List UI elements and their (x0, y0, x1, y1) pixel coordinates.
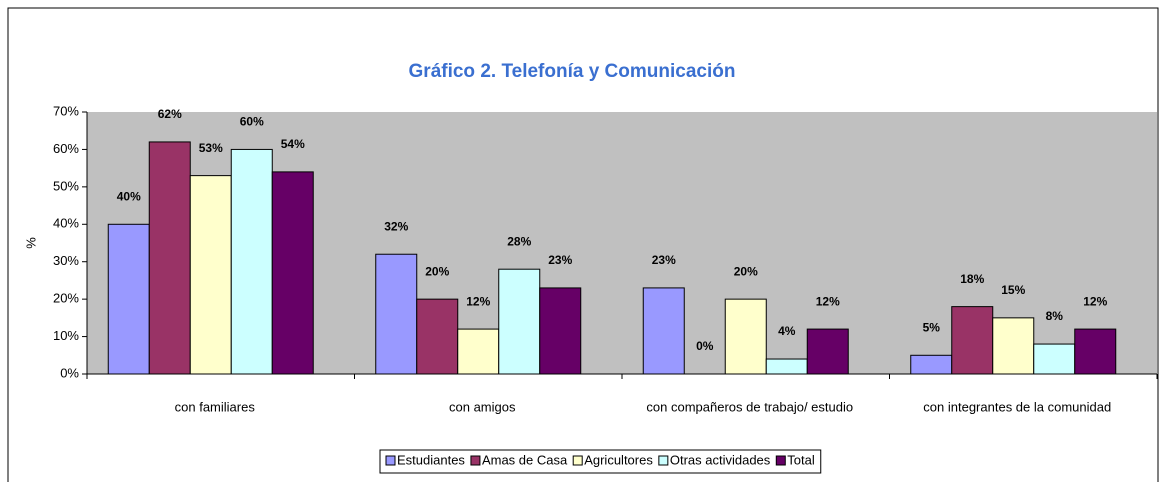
value-label: 4% (778, 324, 796, 338)
bar (951, 306, 994, 375)
legend-swatch (385, 455, 396, 466)
value-label: 23% (652, 253, 676, 267)
bar (642, 287, 685, 375)
value-label: 18% (960, 272, 984, 286)
bar (107, 223, 150, 375)
value-label: 5% (923, 320, 941, 334)
value-label: 8% (1046, 309, 1064, 323)
y-tick-label: 0% (60, 365, 79, 380)
bar (910, 354, 953, 375)
value-label: 28% (507, 234, 531, 248)
bar (271, 171, 314, 375)
bar (1033, 343, 1076, 375)
bar (724, 298, 767, 375)
legend-swatch (658, 455, 669, 466)
value-label: 53% (199, 141, 223, 155)
value-label: 12% (1083, 294, 1107, 308)
legend-swatch (572, 455, 583, 466)
y-tick-label: 40% (53, 216, 79, 231)
y-tick-label: 60% (53, 141, 79, 156)
value-label: 12% (816, 294, 840, 308)
value-label: 62% (158, 107, 182, 121)
legend-swatch (775, 455, 786, 466)
bar (1074, 328, 1117, 375)
y-tick-label: 10% (53, 328, 79, 343)
value-label: 32% (384, 219, 408, 233)
y-tick-label: 30% (53, 253, 79, 268)
bar (457, 328, 500, 375)
x-tick-label: con integrantes de la comunidad (923, 399, 1111, 414)
legend-swatch (470, 455, 481, 466)
bar (539, 287, 582, 375)
bar (765, 358, 808, 375)
bar (148, 141, 191, 375)
value-label: 40% (117, 189, 141, 203)
legend-label: Agricultores (584, 452, 653, 467)
bar (375, 253, 418, 375)
value-label: 60% (240, 115, 264, 129)
legend-label: Amas de Casa (482, 452, 568, 467)
legend-label: Total (787, 452, 815, 467)
chart-title: Gráfico 2. Telefonía y Comunicación (409, 61, 736, 82)
bar (992, 317, 1035, 375)
value-label: 0% (696, 339, 714, 353)
legend-box (379, 449, 822, 474)
bar (230, 148, 273, 375)
value-label: 20% (425, 264, 449, 278)
value-label: 23% (548, 253, 572, 267)
x-tick-label: con familiares (175, 399, 256, 414)
x-tick-label: con amigos (449, 399, 516, 414)
bar (189, 175, 232, 375)
bar (498, 268, 541, 375)
bar (806, 328, 849, 375)
y-tick-label: 50% (53, 178, 79, 193)
value-label: 12% (466, 294, 490, 308)
x-tick-label: con compañeros de trabajo/ estudio (646, 399, 853, 414)
value-label: 15% (1001, 283, 1025, 297)
value-label: 20% (734, 264, 758, 278)
legend-label: Otras actividades (670, 452, 771, 467)
y-tick-label: 20% (53, 291, 79, 306)
value-label: 54% (281, 137, 305, 151)
legend-label: Estudiantes (397, 452, 465, 467)
y-axis-label: % (23, 237, 38, 249)
bar (416, 298, 459, 375)
y-tick-label: 70% (53, 103, 79, 118)
